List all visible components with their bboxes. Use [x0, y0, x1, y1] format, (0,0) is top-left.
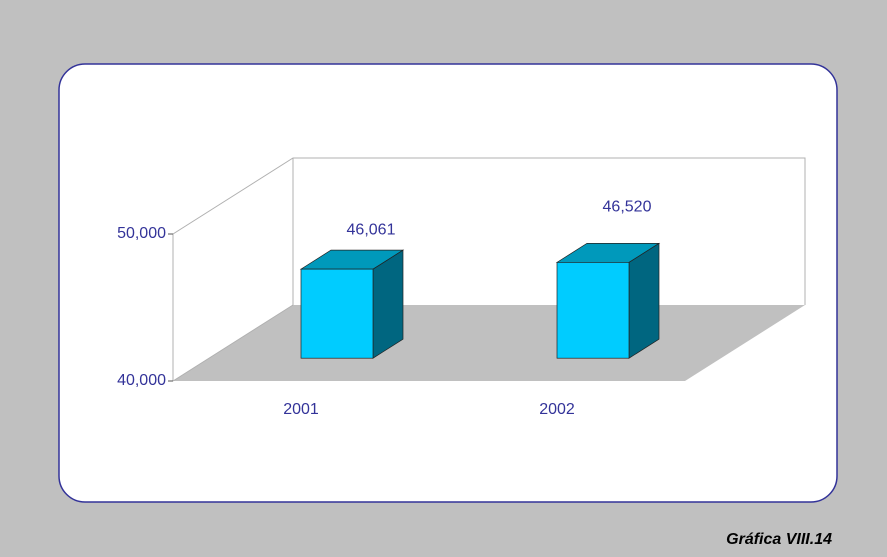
- wall-edge: [172, 304, 294, 382]
- chart-panel: [58, 63, 838, 503]
- bar-side: [628, 242, 660, 359]
- y-tick-label: 50,000: [117, 225, 166, 242]
- x-tick-label: 2002: [539, 401, 575, 418]
- bar: [556, 262, 630, 359]
- bar: [300, 268, 374, 359]
- caption: Gráfica VIII.14: [726, 531, 832, 548]
- value-label: 46,520: [603, 199, 652, 216]
- y-tick-label: 40,000: [117, 372, 166, 389]
- value-label: 46,061: [347, 221, 396, 238]
- x-tick-label: 2001: [283, 401, 319, 418]
